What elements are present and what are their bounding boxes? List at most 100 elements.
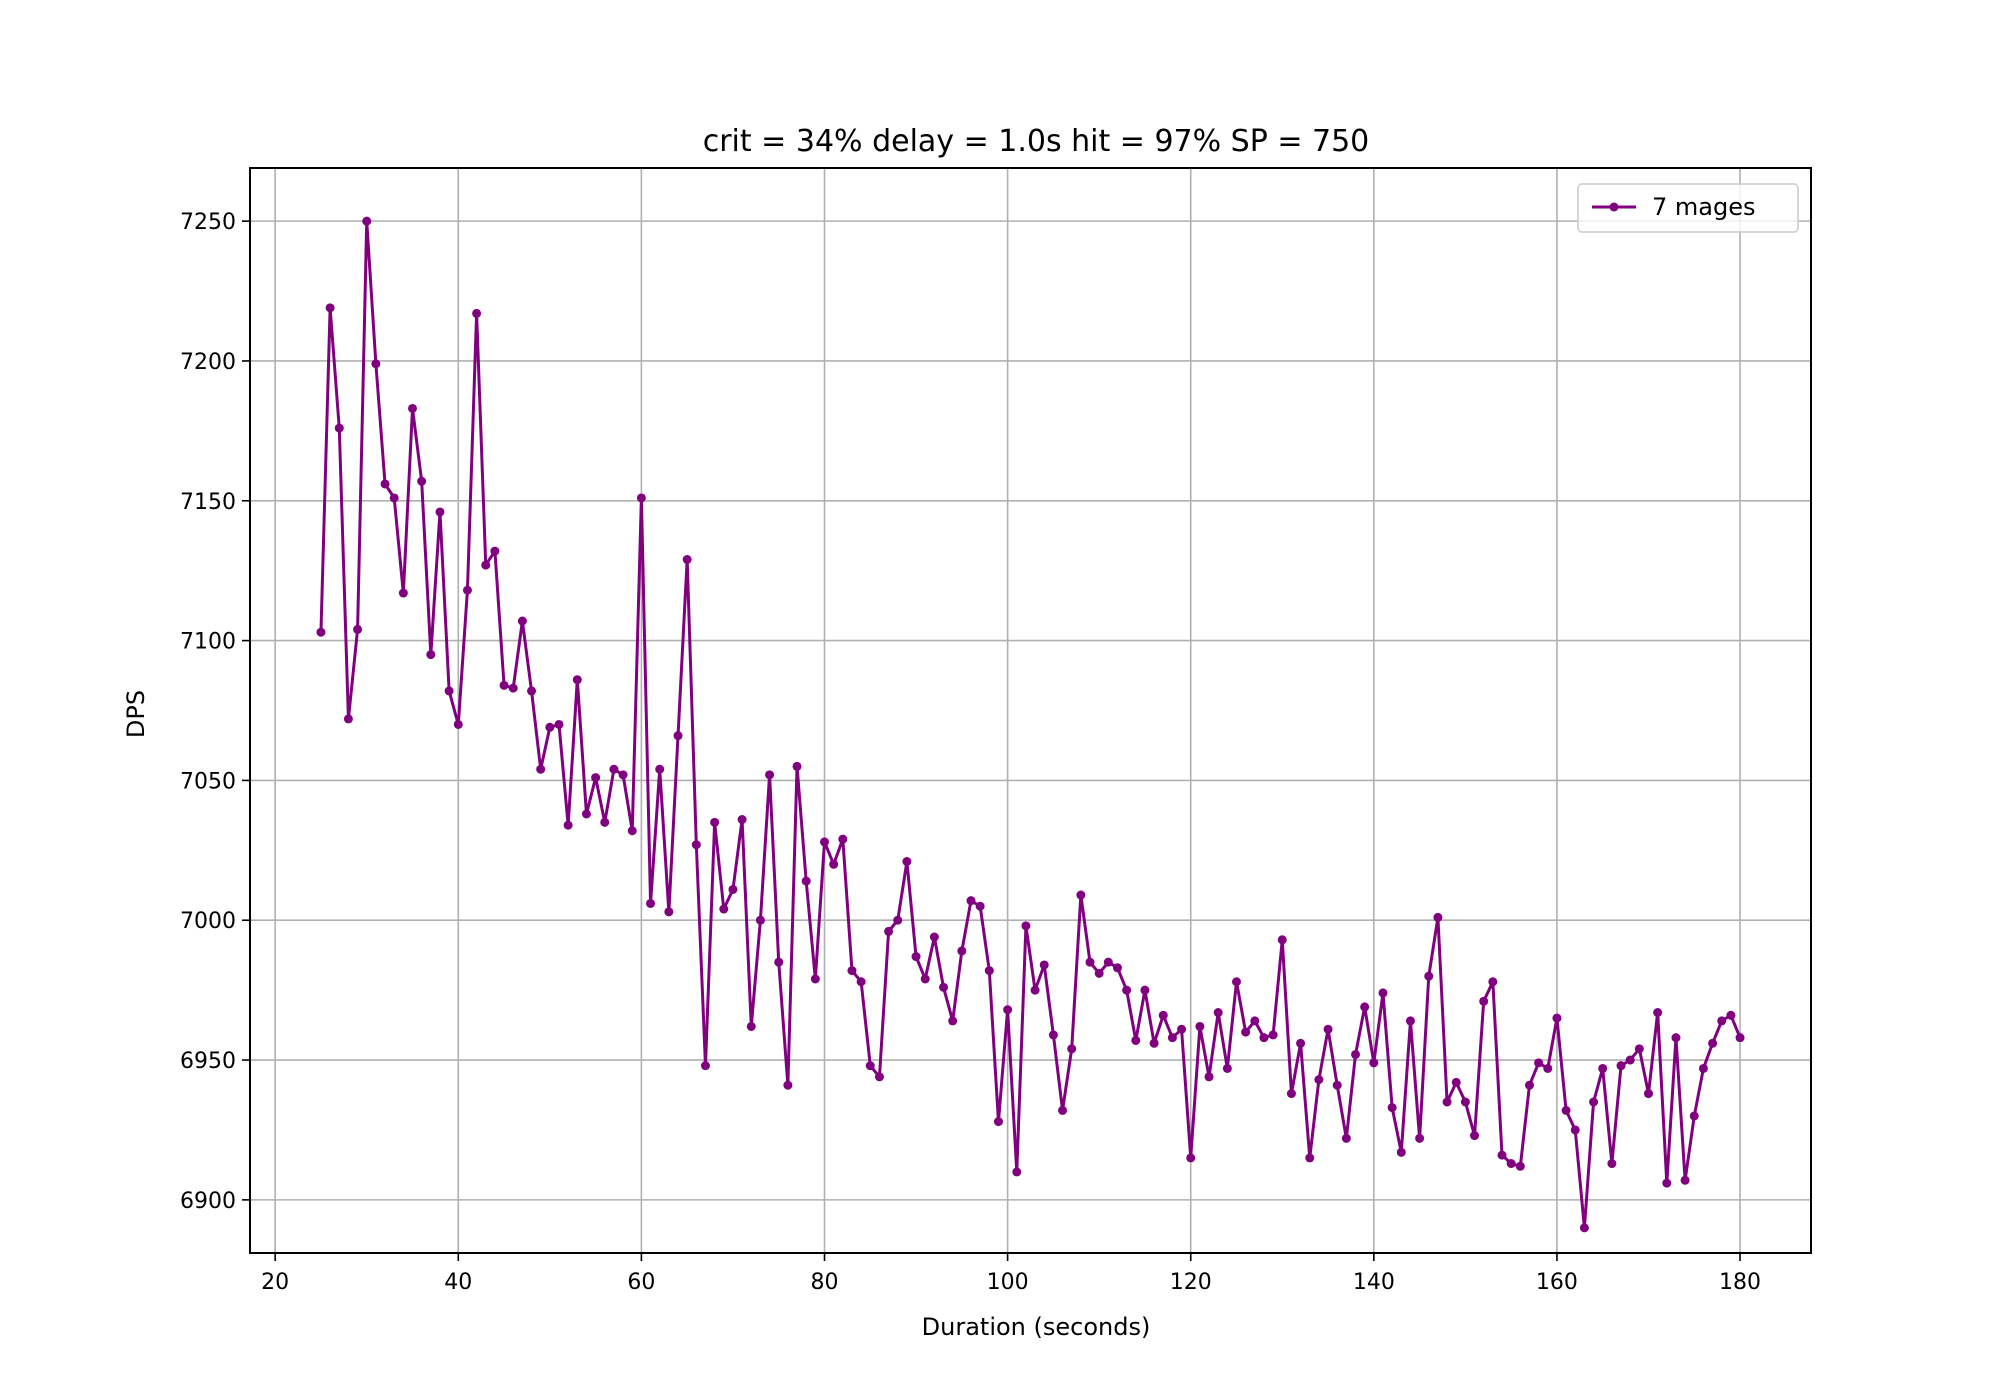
data-point [1003,1005,1013,1015]
data-point [1561,1105,1571,1115]
data-point [1112,963,1122,973]
data-point [1717,1016,1727,1026]
data-point [1048,1030,1058,1040]
data-point [1524,1080,1534,1090]
data-point [655,764,665,774]
data-point [1708,1038,1718,1048]
data-point [1369,1058,1379,1068]
series-layer [316,216,1745,1233]
y-tick-label: 7200 [180,350,236,375]
data-point [389,493,399,503]
data-point [1415,1133,1425,1143]
data-point [1351,1049,1361,1059]
data-point [1286,1089,1296,1099]
data-point [362,216,372,226]
data-point [1122,985,1132,995]
data-point [554,719,564,729]
data-point [939,982,949,992]
data-point [1186,1153,1196,1163]
y-tick-label: 7000 [180,909,236,934]
y-tick-label: 6950 [180,1049,236,1074]
x-axis-label: Duration (seconds) [922,1313,1151,1341]
data-point [975,901,985,911]
data-point [646,898,656,908]
data-point [1030,985,1040,995]
data-point [536,764,546,774]
data-point [1213,1008,1223,1018]
data-point [1552,1013,1562,1023]
x-tick-label: 160 [1536,1270,1578,1295]
data-point [472,308,482,318]
data-point [1296,1038,1306,1048]
data-point [755,915,765,925]
data-point [1259,1033,1269,1043]
data-point [746,1021,756,1031]
x-tick-label: 20 [261,1270,289,1295]
data-point [417,476,427,486]
data-point [1497,1150,1507,1160]
data-point [1515,1161,1525,1171]
data-point [591,773,601,783]
data-point [728,884,738,894]
data-point [453,719,463,729]
data-point [1625,1055,1635,1065]
data-point [1231,977,1241,987]
axis-ticks: 20 40 60 80 100 120 140 160 180 6900 6950 7000 7050 7… [180,210,1761,1295]
data-point [774,957,784,967]
data-point [673,731,683,741]
data-point [1387,1103,1397,1113]
data-point [1589,1097,1599,1107]
data-point [810,974,820,984]
data-point [435,507,445,517]
y-axis-label: DPS [122,690,150,738]
data-point [499,680,509,690]
data-point [1250,1016,1260,1026]
data-point [1396,1147,1406,1157]
data-point [508,683,518,693]
data-point [343,714,353,724]
data-point [984,966,994,976]
data-point [792,761,802,771]
grid [250,168,1811,1253]
data-point [1643,1089,1653,1099]
data-point [490,546,500,556]
x-tick-label: 80 [811,1270,839,1295]
data-point [563,820,573,830]
y-tick-label: 7250 [180,210,236,235]
data-point [1341,1133,1351,1143]
data-point [316,627,326,637]
data-point [1039,960,1049,970]
data-point [1103,957,1113,967]
data-point [966,896,976,906]
legend-entry-label: 7 mages [1652,193,1756,221]
data-point [1058,1105,1068,1115]
data-point [1726,1010,1736,1020]
data-point [719,904,729,914]
data-point [1506,1159,1516,1169]
data-point [1451,1077,1461,1087]
data-point [462,585,472,595]
data-point [581,809,591,819]
data-point [1067,1044,1077,1054]
data-point [408,403,418,413]
data-point [618,770,628,780]
data-point [371,359,381,369]
data-point [1222,1063,1232,1073]
data-point [1012,1167,1022,1177]
data-point [517,616,527,626]
data-point [682,554,692,564]
data-point [1634,1044,1644,1054]
y-tick-label: 7100 [180,630,236,655]
data-point [801,876,811,886]
x-tick-label: 40 [444,1270,472,1295]
data-point [1488,977,1498,987]
x-tick-label: 180 [1719,1270,1761,1295]
data-point [664,907,674,917]
data-point [856,977,866,987]
x-tick-label: 140 [1353,1270,1395,1295]
legend-point-marker [1609,202,1619,212]
data-point [765,770,775,780]
data-point [1167,1033,1177,1043]
